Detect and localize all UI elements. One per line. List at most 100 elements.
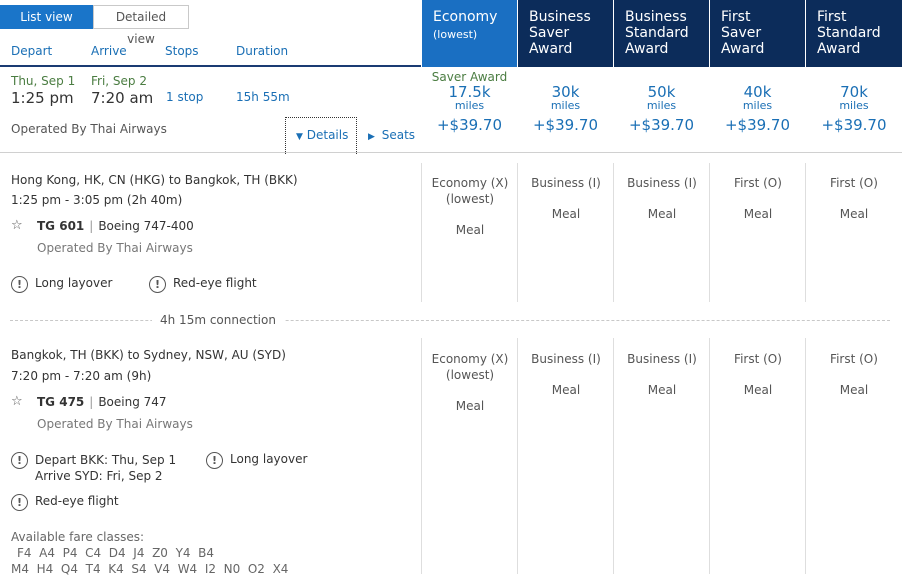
fare-header-first-saver[interactable]: First Saver Award (710, 0, 805, 67)
cabin-class: First (O) (734, 176, 782, 190)
column-divider (613, 163, 614, 302)
fare-header-sub: (lowest) (433, 28, 478, 41)
price-first-standard[interactable]: 70k miles +$39.70 (806, 70, 902, 134)
fare-tag (710, 70, 805, 84)
segment-cabin: Business (I) Meal (614, 175, 710, 222)
header-divider (0, 65, 421, 67)
meal-label: Meal (647, 383, 677, 397)
arrive-note: Arrive SYD: Fri, Sep 2 (35, 469, 163, 483)
cabin-sub: (lowest) (445, 192, 495, 206)
fare-header-business-standard[interactable]: Business Standard Award (614, 0, 709, 67)
details-label: Details (306, 128, 349, 142)
warning-red-eye[interactable]: ! Red-eye flight (11, 494, 119, 511)
fare-classes-label: Available fare classes: (11, 530, 145, 544)
segment-cabin: First (O) Meal (710, 175, 806, 222)
warning-label: Red-eye flight (173, 276, 257, 290)
price-business-standard[interactable]: 50k miles +$39.70 (614, 70, 709, 134)
depart-arrive-note[interactable]: ! Depart BKK: Thu, Sep 1 Arrive SYD: Fri… (11, 452, 176, 484)
fare-tag (518, 70, 613, 84)
miles-amount: 40k (743, 83, 772, 101)
miles-amount: 50k (647, 83, 676, 101)
detailed-view-button[interactable]: Detailed view (93, 5, 189, 46)
price-first-saver[interactable]: 40k miles +$39.70 (710, 70, 805, 134)
exclamation-circle-icon: ! (206, 452, 223, 469)
tax-fee: +$39.70 (532, 116, 599, 134)
meal-label: Meal (743, 207, 773, 221)
fare-tag (806, 70, 902, 84)
arrive-time: 7:20 am (91, 89, 154, 107)
fare-header-title: Business Standard Award (625, 9, 689, 57)
segment-cabin: First (O) Meal (806, 175, 902, 222)
segment-cabin: Economy (X) (lowest) Meal (422, 175, 518, 238)
stops-link[interactable]: 1 stop (166, 90, 204, 104)
operated-by: Operated By Thai Airways (11, 122, 167, 136)
seats-link[interactable]: ▶ Seats (368, 128, 415, 142)
miles-amount: 30k (551, 83, 580, 101)
duration-value: 15h 55m (236, 90, 290, 104)
depart-header[interactable]: Depart (11, 44, 53, 58)
miles-unit: miles (550, 99, 581, 112)
meal-label: Meal (455, 223, 485, 237)
segment-cabin: Business (I) Meal (518, 175, 614, 222)
price-business-saver[interactable]: 30k miles +$39.70 (518, 70, 613, 134)
arrive-header[interactable]: Arrive (91, 44, 127, 58)
stops-header[interactable]: Stops (165, 44, 199, 58)
connection-line (10, 320, 890, 321)
cabin-class: Economy (X) (431, 176, 509, 190)
segment-flight: ☆ TG 475 | Boeing 747 (11, 394, 167, 409)
fare-header-title: First Saver Award (721, 9, 765, 57)
cabin-class: Business (I) (531, 176, 601, 190)
segment-route: Bangkok, TH (BKK) to Sydney, NSW, AU (SY… (11, 348, 286, 362)
column-divider (805, 338, 806, 574)
fare-tag: Saver Award (431, 70, 508, 84)
meal-label: Meal (647, 207, 677, 221)
miles-amount: 17.5k (448, 83, 491, 101)
note-text: Depart BKK: Thu, Sep 1 Arrive SYD: Fri, … (35, 452, 176, 484)
column-divider (421, 338, 422, 574)
miles-unit: miles (646, 99, 677, 112)
miles-unit: miles (454, 99, 485, 112)
segment-cabin: Business (I) Meal (518, 351, 614, 398)
aircraft-type[interactable]: Boeing 747 (98, 394, 167, 409)
fare-header-business-saver[interactable]: Business Saver Award (518, 0, 613, 67)
exclamation-circle-icon: ! (11, 494, 28, 511)
duration-header[interactable]: Duration (236, 44, 289, 58)
cabin-sub: (lowest) (445, 368, 495, 382)
star-outline-icon: ☆ (11, 218, 23, 233)
depart-time: 1:25 pm (11, 89, 74, 107)
fare-header-title: Economy (433, 9, 498, 25)
depart-note: Depart BKK: Thu, Sep 1 (35, 453, 177, 467)
warning-long-layover[interactable]: ! Long layover (206, 452, 307, 469)
segment-cabin: First (O) Meal (806, 351, 902, 398)
segment-cabin: First (O) Meal (710, 351, 806, 398)
warning-label: Long layover (230, 452, 308, 466)
meal-label: Meal (551, 383, 581, 397)
list-view-button[interactable]: List view (0, 5, 93, 29)
segment-time: 7:20 pm - 7:20 am (9h) (11, 369, 152, 383)
segment-cabin: Economy (X) (lowest) Meal (422, 351, 518, 414)
meal-label: Meal (455, 399, 485, 413)
tax-fee: +$39.70 (724, 116, 791, 134)
fare-header-economy[interactable]: Economy (lowest) (422, 0, 517, 67)
column-divider (613, 338, 614, 574)
aircraft-type[interactable]: Boeing 747-400 (98, 218, 194, 233)
fare-header-title: Business Saver Award (529, 9, 591, 57)
price-economy[interactable]: Saver Award 17.5k miles +$39.70 (422, 70, 517, 134)
star-outline-icon: ☆ (11, 394, 23, 409)
view-toggle: List view Detailed view (0, 5, 189, 46)
warning-label: Long layover (35, 276, 113, 290)
fare-header-first-standard[interactable]: First Standard Award (806, 0, 902, 67)
segment-operated-by: Operated By Thai Airways (37, 417, 193, 431)
segment-route: Hong Kong, HK, CN (HKG) to Bangkok, TH (… (11, 173, 298, 187)
warning-red-eye[interactable]: ! Red-eye flight (149, 276, 257, 293)
details-toggle[interactable]: ▼ Details (285, 117, 357, 154)
section-divider (0, 152, 902, 153)
exclamation-circle-icon: ! (149, 276, 166, 293)
miles-unit: miles (742, 99, 773, 112)
caret-down-icon: ▼ (296, 132, 303, 142)
meal-label: Meal (839, 383, 869, 397)
segment-time: 1:25 pm - 3:05 pm (2h 40m) (11, 193, 183, 207)
warning-long-layover[interactable]: ! Long layover (11, 276, 112, 293)
tax-fee: +$39.70 (821, 116, 887, 134)
